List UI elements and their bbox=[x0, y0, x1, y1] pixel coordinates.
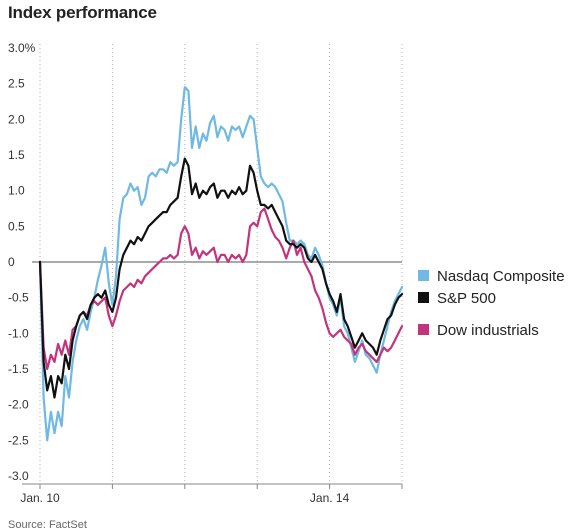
y-tick-label: 0.5 bbox=[8, 219, 25, 233]
y-axis-tick-labels: 3.0% 2.5 2.0 1.5 1.0 0.5 0 -0.5 -1.0 -1.5 -2.0 -2.5… bbox=[8, 41, 36, 483]
legend-swatch bbox=[418, 324, 429, 335]
legend-label: Nasdaq Composite bbox=[437, 268, 565, 285]
y-tick-label: 1.5 bbox=[8, 148, 25, 162]
source-note: Source: FactSet bbox=[8, 519, 87, 531]
legend: Nasdaq Composite S&P 500 Dow industrials bbox=[418, 268, 565, 339]
legend-label: S&P 500 bbox=[437, 290, 496, 307]
chart-title: Index performance bbox=[8, 3, 157, 22]
legend-label: Dow industrials bbox=[437, 322, 539, 339]
legend-swatch bbox=[418, 270, 429, 281]
y-tick-label: -3.0 bbox=[8, 469, 29, 483]
x-tick-label: Jan. 14 bbox=[310, 491, 350, 505]
y-tick-label: -1.5 bbox=[8, 362, 29, 376]
x-axis-ticks: Jan. 10 Jan. 14 bbox=[20, 484, 403, 505]
legend-swatch bbox=[418, 292, 429, 303]
y-tick-label: 2.0 bbox=[8, 112, 25, 126]
series-line-0 bbox=[38, 86, 404, 442]
y-tick-label: -0.5 bbox=[8, 291, 29, 305]
y-tick-label: -2.5 bbox=[8, 433, 29, 447]
y-tick-label: 0 bbox=[8, 255, 15, 269]
y-tick-label: 2.5 bbox=[8, 77, 25, 91]
y-tick-label: -2.0 bbox=[8, 398, 29, 412]
y-tick-label: -1.0 bbox=[8, 326, 29, 340]
x-tick-label: Jan. 10 bbox=[20, 491, 60, 505]
y-tick-label: 1.0 bbox=[8, 184, 25, 198]
series-line-1 bbox=[38, 157, 404, 399]
series-line-2 bbox=[38, 207, 404, 371]
vertical-gridlines bbox=[39, 44, 403, 484]
y-tick-label: 3.0% bbox=[8, 41, 36, 55]
series-lines bbox=[38, 86, 404, 442]
